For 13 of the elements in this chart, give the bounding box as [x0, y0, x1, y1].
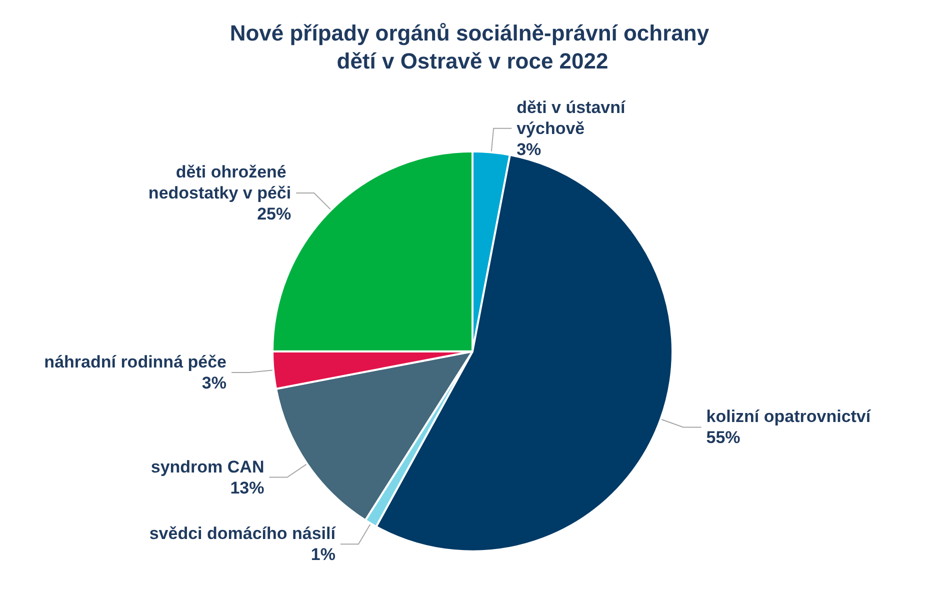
- slice-label: kolizní opatrovnictví: [706, 407, 872, 426]
- data-label: 55%: [706, 428, 740, 448]
- chart-title: Nové případy orgánů sociálně-právní ochrany dětí v Ostravě v roce 2022: [230, 20, 716, 74]
- slice-label: děti v ústavní výchově: [516, 98, 630, 138]
- slice-label: syndrom CAN: [150, 457, 264, 476]
- data-label: 25%: [257, 204, 292, 224]
- data-label: 3%: [516, 140, 542, 159]
- data-label: 13%: [230, 478, 264, 498]
- slice-label: náhradní rodinná péče: [44, 352, 226, 372]
- slice-label: svědci domácího násilí: [149, 524, 337, 544]
- data-label: 1%: [310, 545, 336, 564]
- slice-label: děti ohrožené nedostatky v péči: [148, 162, 292, 202]
- data-label: 3%: [202, 373, 226, 392]
